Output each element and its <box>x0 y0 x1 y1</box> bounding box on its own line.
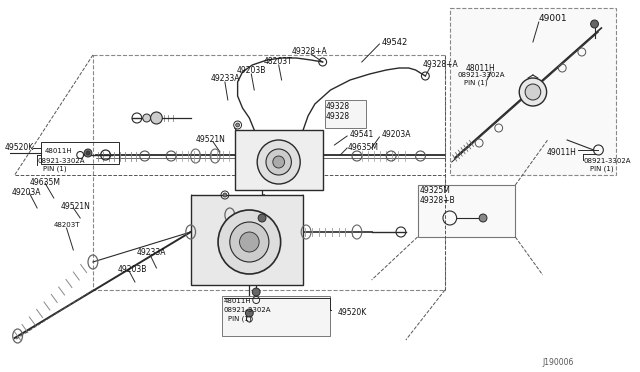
Text: 49203A: 49203A <box>12 188 41 197</box>
Bar <box>93 55 445 290</box>
Text: 49328+B: 49328+B <box>419 196 455 205</box>
Circle shape <box>86 151 90 155</box>
Text: 49233A: 49233A <box>137 248 166 257</box>
Bar <box>222 296 330 336</box>
Circle shape <box>236 123 239 127</box>
Text: 49541: 49541 <box>350 130 374 139</box>
Text: 48011H: 48011H <box>465 64 495 73</box>
Text: PIN (1): PIN (1) <box>43 165 67 171</box>
Text: 49635M: 49635M <box>347 143 378 152</box>
Circle shape <box>84 149 92 157</box>
Circle shape <box>525 84 541 100</box>
Circle shape <box>266 149 291 175</box>
Text: PIN (1): PIN (1) <box>463 79 487 86</box>
Text: 49542: 49542 <box>381 38 408 47</box>
Text: 49328: 49328 <box>326 102 349 111</box>
Text: J190006: J190006 <box>543 358 574 367</box>
Circle shape <box>246 309 253 317</box>
Text: 49328+A: 49328+A <box>422 60 458 69</box>
Text: 49325M: 49325M <box>419 186 451 195</box>
Text: PIN (1): PIN (1) <box>228 316 252 323</box>
Text: 48011H: 48011H <box>224 298 252 304</box>
Text: 49328: 49328 <box>326 112 349 121</box>
Text: 49520K: 49520K <box>5 143 34 152</box>
Text: 08921-3302A: 08921-3302A <box>584 158 631 164</box>
Circle shape <box>239 232 259 252</box>
Circle shape <box>252 288 260 296</box>
Circle shape <box>591 20 598 28</box>
Text: 49521N: 49521N <box>61 202 90 211</box>
Text: 49635M: 49635M <box>29 178 60 187</box>
Circle shape <box>218 210 281 274</box>
Circle shape <box>273 156 285 168</box>
Text: 48203T: 48203T <box>54 222 80 228</box>
Circle shape <box>479 214 487 222</box>
Bar <box>450 8 616 175</box>
Text: 08921-3302A: 08921-3302A <box>37 158 84 164</box>
Bar <box>324 100 365 128</box>
Text: 49001: 49001 <box>539 14 568 23</box>
Text: PIN (1): PIN (1) <box>589 165 613 171</box>
Text: 49203B: 49203B <box>117 265 147 274</box>
Text: 49011H: 49011H <box>547 148 577 157</box>
Text: 49328+A: 49328+A <box>291 47 327 56</box>
Text: 49233A: 49233A <box>210 74 240 83</box>
Circle shape <box>143 114 150 122</box>
Circle shape <box>258 214 266 222</box>
Text: 08921-3302A: 08921-3302A <box>458 72 505 78</box>
Circle shape <box>230 222 269 262</box>
Text: 49203A: 49203A <box>381 130 411 139</box>
Text: 49520K: 49520K <box>337 308 367 317</box>
Text: 49521N: 49521N <box>196 135 225 144</box>
Circle shape <box>519 78 547 106</box>
Text: 08921-3302A: 08921-3302A <box>224 307 271 313</box>
Text: 48203T: 48203T <box>264 57 292 66</box>
Bar <box>41 142 119 164</box>
Bar <box>235 130 323 190</box>
Text: 48011H: 48011H <box>45 148 72 154</box>
Text: 49203B: 49203B <box>237 66 266 75</box>
Circle shape <box>257 140 300 184</box>
Circle shape <box>150 112 163 124</box>
Bar <box>417 185 515 237</box>
Bar <box>191 195 303 285</box>
Circle shape <box>223 193 227 197</box>
